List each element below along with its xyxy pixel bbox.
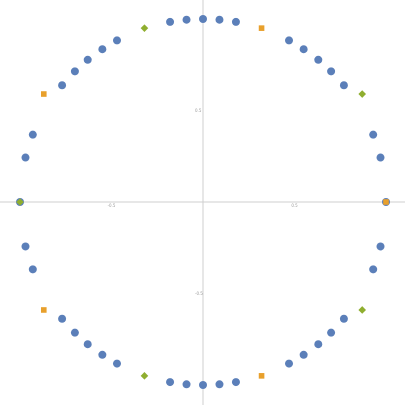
data-point-circle [21,242,30,251]
data-point-circle [112,36,121,45]
data-point-circle [166,378,175,387]
data-point-circle [182,15,191,24]
data-point-circle [376,153,385,162]
data-point-circle [369,265,378,274]
data-point-circle [369,130,378,139]
data-point-square [258,373,265,379]
data-points [16,15,390,389]
data-point-circle [166,17,175,26]
data-point-diamond [140,372,149,380]
data-point-diamond [16,198,24,206]
data-point-circle [199,15,207,23]
data-point-circle [299,45,308,54]
y-tick-label: 0.5 [195,108,202,113]
data-point-square [40,91,47,97]
x-tick-label: 0.5 [291,203,298,208]
data-point-circle [98,45,107,54]
y-tick-label: -0.5 [195,291,203,296]
data-point-circle [112,359,121,368]
data-point-circle [327,328,336,337]
data-point-circle [58,81,67,90]
data-point-circle [285,36,294,45]
data-point-circle [28,130,37,139]
data-point-circle [70,328,79,337]
x-tick-label: -0.5 [108,203,116,208]
data-point-circle [327,67,336,76]
data-point-circle [215,380,224,389]
data-point-circle [285,359,294,368]
data-point-circle [28,265,37,274]
data-point-circle [215,15,224,24]
data-point-circle [339,81,348,90]
data-point-circle [231,378,240,387]
data-point-circle [83,55,92,64]
data-point-diamond [358,90,367,98]
data-point-square [383,199,389,205]
data-point-circle [98,350,107,359]
data-point-circle [314,340,323,349]
data-point-circle [376,242,385,251]
data-point-square [40,307,47,313]
data-point-square [258,25,265,31]
data-point-diamond [358,306,367,314]
data-point-circle [70,67,79,76]
data-point-circle [199,381,207,389]
data-point-circle [231,17,240,26]
data-point-circle [58,314,67,323]
data-point-circle [83,340,92,349]
data-point-circle [21,153,30,162]
data-point-circle [182,380,191,389]
data-point-circle [299,350,308,359]
data-point-circle [339,314,348,323]
data-point-diamond [140,24,149,32]
data-point-circle [314,55,323,64]
